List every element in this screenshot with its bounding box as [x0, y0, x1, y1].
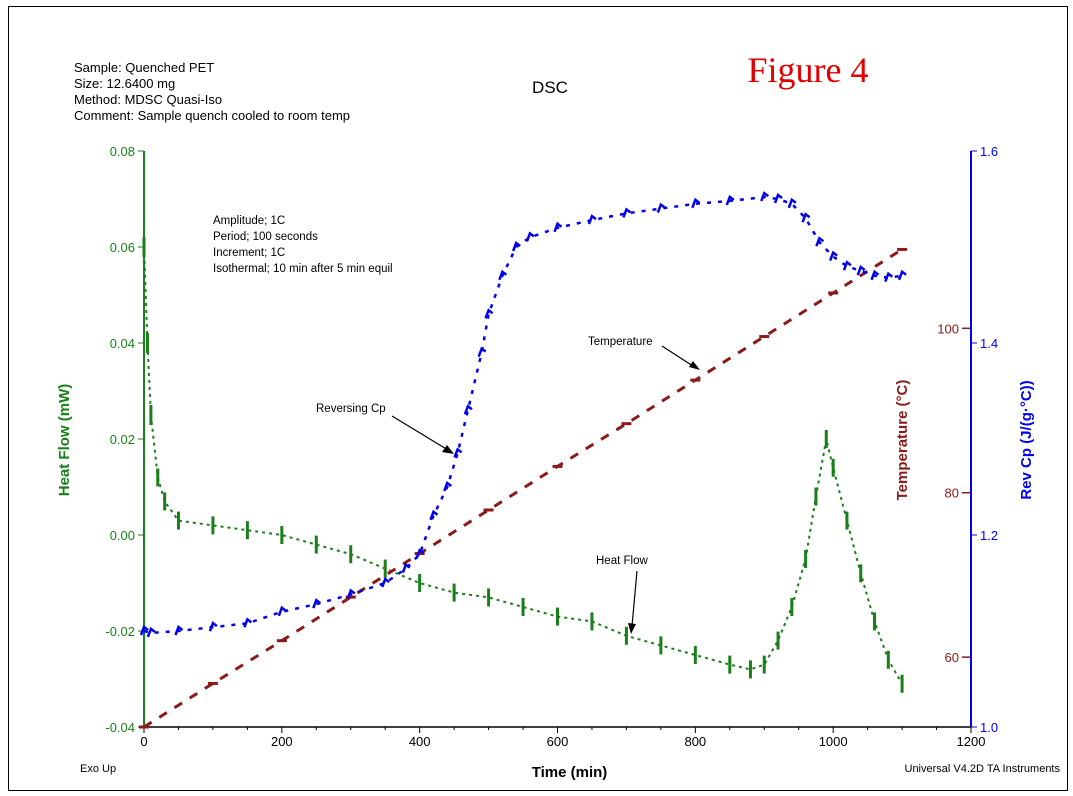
y-temp-tick-label: 60 — [945, 650, 959, 665]
x-tick-label: 200 — [271, 734, 293, 749]
size-line: Size: 12.6400 mg — [74, 76, 175, 91]
y-left-tick-label: -0.04 — [105, 720, 135, 735]
comment-line: Comment: Sample quench cooled to room te… — [74, 108, 350, 123]
y-left-tick-label: 0.04 — [110, 336, 135, 351]
heat-flow-arrowhead — [628, 623, 636, 634]
annotations: Temperature Reversing Cp Heat Flow — [316, 336, 700, 634]
sample-line: Sample: Quenched PET — [74, 60, 214, 75]
x-tick-label: 1200 — [957, 734, 986, 749]
rev-cp-point — [553, 221, 563, 233]
y-left-tick-label: 0.08 — [110, 144, 135, 159]
y-temp-tick-label: 80 — [945, 486, 959, 501]
x-tick-label: 600 — [547, 734, 569, 749]
rev-cp-point — [897, 269, 907, 281]
y-left-axis-label: Heat Flow (mW) — [56, 384, 73, 497]
exo-up-label: Exo Up — [80, 763, 116, 775]
reversing-cp-arrow — [391, 415, 449, 451]
rev-cp-trace — [143, 195, 903, 635]
figure-label: Figure 4 — [748, 50, 869, 90]
y-left-tick-label: 0.00 — [110, 528, 135, 543]
heat-flow-arrow — [631, 570, 638, 627]
note-amplitude: Amplitude; 1C — [213, 215, 285, 227]
rev-cp-point — [815, 236, 825, 247]
note-period: Period; 100 seconds — [213, 231, 318, 243]
y-right-tick-label: 1.6 — [980, 144, 998, 159]
rev-cp-point — [725, 194, 735, 206]
rev-cp-point — [828, 250, 838, 262]
y-temp-axis-label: Temperature (°C) — [894, 380, 911, 501]
x-tick-label: 0 — [140, 734, 147, 749]
axes: 0 200 400 600 800 1000 1200 Time (min) -0.04 -0.0… — [56, 144, 1035, 781]
x-tick-label: 400 — [409, 734, 431, 749]
x-tick-label: 800 — [684, 734, 706, 749]
rev-cp-point — [139, 624, 149, 636]
note-increment: Increment; 1C — [213, 247, 285, 259]
rev-cp-point — [415, 548, 425, 559]
rev-cp-point — [174, 624, 184, 636]
rev-cp-point — [656, 202, 666, 214]
reversing-cp-annotation: Reversing Cp — [316, 403, 386, 415]
rev-cp-point — [381, 576, 390, 588]
heat-flow-trace — [143, 246, 903, 685]
x-tick-label: 1000 — [819, 734, 848, 749]
method-notes: Amplitude; 1C Period; 100 seconds Increm… — [213, 215, 393, 275]
series-marks — [139, 191, 908, 729]
y-left-tick-label: 0.06 — [110, 240, 135, 255]
rev-cp-point — [856, 264, 866, 276]
y-left-tick-label: -0.02 — [105, 624, 135, 639]
reversing-cp-arrowhead — [442, 445, 454, 454]
rev-cp-point — [622, 207, 632, 218]
y-right-tick-label: 1.4 — [980, 336, 998, 351]
temperature-trace — [143, 248, 903, 729]
rev-cp-point — [801, 212, 811, 223]
chart-frame — [8, 6, 1068, 791]
y-left-tick-label: 0.02 — [110, 432, 135, 447]
note-isothermal: Isothermal; 10 min after 5 min equil — [213, 263, 393, 275]
method-line: Method: MDSC Quasi-Iso — [74, 92, 222, 107]
rev-cp-point — [453, 447, 463, 458]
x-axis-label: Time (min) — [532, 764, 608, 781]
y-right-tick-label: 1.2 — [980, 528, 998, 543]
chart-title: DSC — [532, 78, 568, 97]
temperature-arrow — [661, 345, 697, 369]
rev-cp-point — [429, 509, 439, 521]
instrument-label: Universal V4.2D TA Instruments — [905, 763, 1061, 775]
rev-cp-point — [484, 308, 494, 319]
rev-cp-point — [691, 197, 701, 209]
heat-flow-annotation: Heat Flow — [596, 555, 648, 567]
rev-cp-point — [773, 192, 783, 204]
y-temp-tick-label: 100 — [937, 321, 959, 336]
temperature-annotation: Temperature — [588, 336, 653, 348]
rev-cp-point — [842, 260, 852, 271]
sample-info: Sample: Quenched PET Size: 12.6400 mg Me… — [74, 60, 350, 123]
y-right-tick-label: 1.0 — [980, 720, 998, 735]
y-right-axis-label: Rev Cp (J/(g·°C)) — [1018, 380, 1035, 499]
rev-cp-point — [463, 404, 473, 415]
rev-cp-point — [146, 626, 156, 638]
rev-cp-point — [884, 271, 894, 283]
rev-cp-point — [787, 197, 797, 209]
temperature-arrowhead — [689, 361, 700, 370]
rev-cp-point — [277, 605, 287, 617]
rev-cp-point — [870, 269, 880, 281]
rev-cp-point — [498, 269, 508, 281]
